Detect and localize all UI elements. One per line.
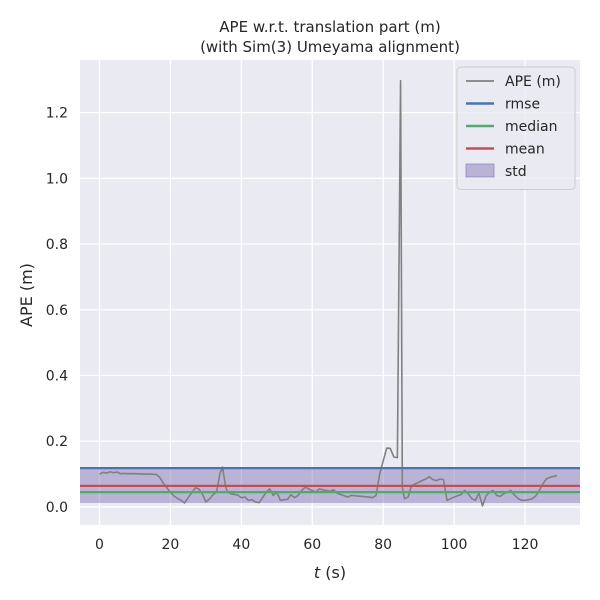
y-axis-label: APE (m) [17, 263, 36, 327]
legend-box [456, 66, 576, 190]
y-tick-label-6: 1.2 [46, 106, 68, 122]
stat-lines-layer [80, 467, 580, 494]
x-axis-ticks: 0 20 40 60 80 100 120 [95, 537, 538, 553]
x-tick-label-0: 0 [95, 537, 104, 553]
y-tick-label-2: 0.4 [46, 368, 68, 384]
legend-label-std: std [505, 164, 527, 180]
legend: APE (m) rmse median mean std [456, 66, 576, 190]
chart-title-line2: (with Sim(3) Umeyama alignment) [200, 38, 460, 56]
grid [80, 60, 580, 525]
legend-label-ape: APE (m) [505, 74, 561, 90]
legend-swatch-std [465, 163, 495, 178]
y-tick-label-4: 0.8 [46, 237, 68, 253]
x-tick-label-5: 100 [441, 537, 468, 553]
x-axis-label: t (s) [314, 563, 346, 582]
x-tick-label-1: 20 [162, 537, 180, 553]
y-axis-ticks: 0.0 0.2 0.4 0.6 0.8 1.0 1.2 [46, 106, 68, 516]
x-axis-label-unit: (s) [320, 563, 346, 582]
x-tick-label-3: 60 [303, 537, 321, 553]
legend-label-mean: mean [505, 142, 545, 158]
y-tick-label-0: 0.0 [46, 500, 68, 516]
chart-title-line1: APE w.r.t. translation part (m) [219, 18, 440, 36]
y-tick-label-3: 0.6 [46, 303, 68, 319]
y-tick-label-5: 1.0 [46, 171, 68, 187]
x-tick-label-2: 40 [232, 537, 250, 553]
legend-label-median: median [505, 119, 557, 135]
x-tick-label-4: 80 [374, 537, 392, 553]
x-axis-label-symbol: t [314, 563, 321, 582]
legend-label-rmse: rmse [505, 97, 540, 113]
x-tick-label-6: 120 [512, 537, 539, 553]
y-tick-label-1: 0.2 [46, 434, 68, 450]
